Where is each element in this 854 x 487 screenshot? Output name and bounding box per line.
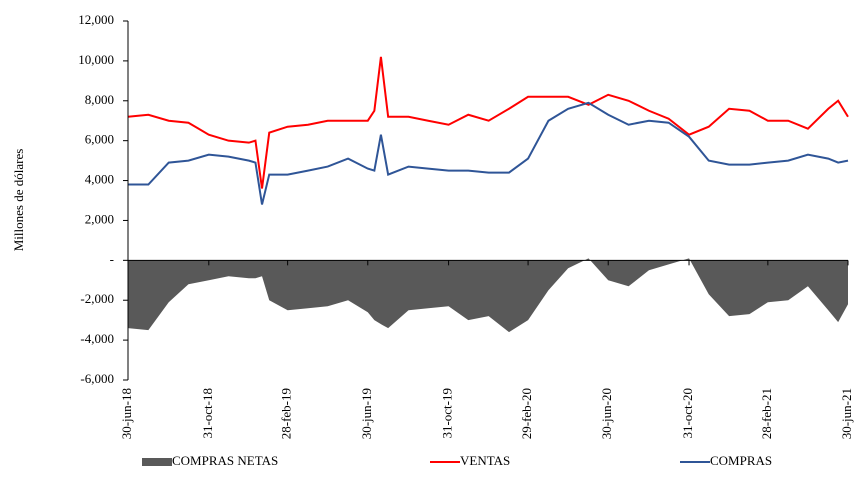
x-tick-label: 28-feb-19: [279, 388, 294, 439]
y-axis-label: Millones de dólares: [11, 149, 26, 252]
y-tick-label: -2,000: [80, 291, 114, 306]
line: [128, 101, 849, 205]
x-tick-label: 29-feb-20: [519, 388, 534, 439]
x-tick-label: 30-jun-19: [359, 388, 374, 439]
y-tick-label: 10,000: [78, 52, 114, 67]
legend-label: COMPRAS: [710, 453, 772, 468]
y-tick-label: -4,000: [80, 331, 114, 346]
legend-label: COMPRAS NETAS: [172, 453, 278, 468]
y-tick-label: 2,000: [85, 211, 114, 226]
x-tick-label: 28-feb-21: [759, 388, 774, 439]
y-tick-label: 6,000: [85, 132, 114, 147]
y-tick-label: 12,000: [78, 12, 114, 27]
area: [128, 258, 848, 333]
x-tick-label: 31-oct-18: [200, 388, 215, 439]
y-tick-label: 4,000: [85, 172, 114, 187]
line: [127, 56, 849, 189]
y-tick-label: 8,000: [85, 92, 114, 107]
y-tick-label: -6,000: [80, 371, 114, 386]
legend-label: VENTAS: [460, 453, 510, 468]
y-tick-label: -: [110, 251, 114, 266]
x-tick-label: 30-jun-21: [839, 388, 854, 439]
x-tick-label: 31-oct-20: [680, 388, 695, 439]
x-tick-label: 30-jun-20: [599, 388, 614, 439]
legend-swatch: [142, 458, 172, 466]
x-tick-label: 30-jun-18: [119, 388, 134, 439]
x-tick-label: 31-oct-19: [440, 388, 455, 439]
